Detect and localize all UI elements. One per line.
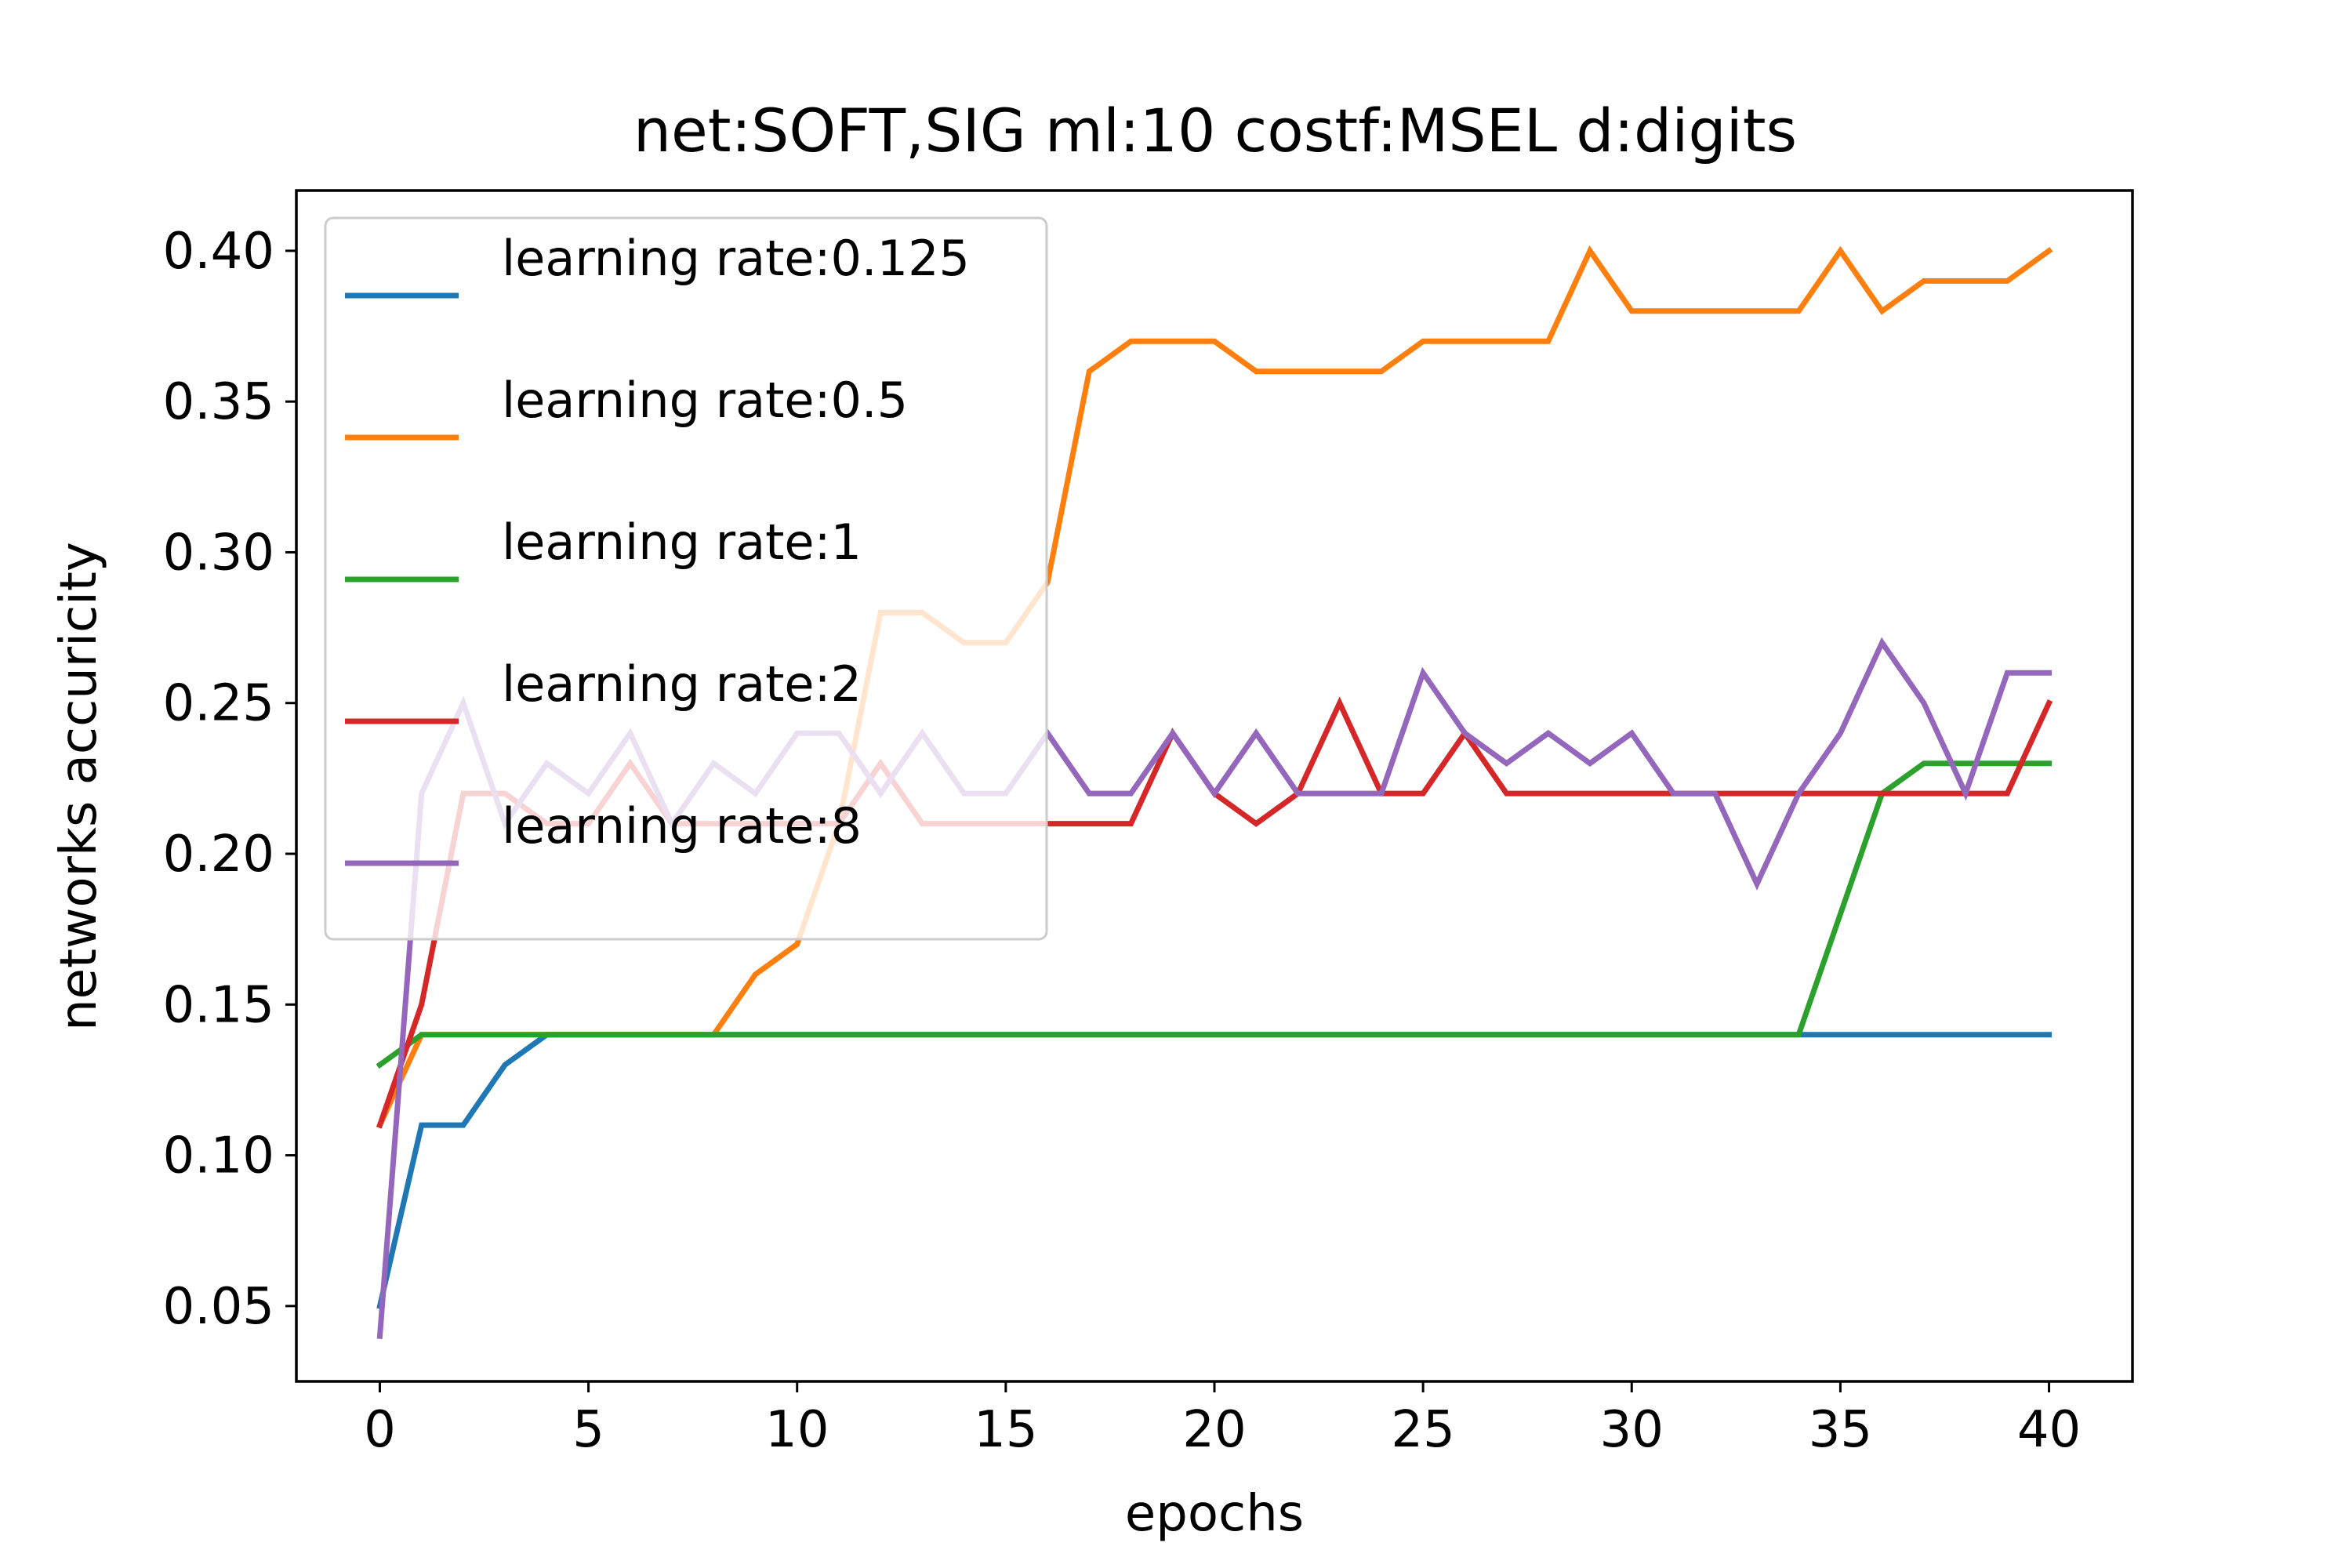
x-axis-ticks: 0 5 10 15 20 25 30 35 40: [364, 1381, 2081, 1459]
legend-items: learning rate:0.125 learning rate:0.5 lear…: [345, 230, 970, 866]
y-axis-label: networks accuricity: [50, 542, 108, 1031]
x-axis-label: epochs: [1125, 1485, 1304, 1543]
y-tick-label: 0.20: [163, 826, 275, 884]
legend-frame: [324, 216, 1048, 941]
series-line-3: [376, 760, 2052, 1069]
plot-frame: [295, 189, 2134, 1383]
legend-label: learning rate:1: [502, 514, 862, 571]
x-tick-label: 15: [974, 1401, 1037, 1459]
y-tick-label: 0.15: [163, 976, 275, 1034]
legend-label: learning rate:0.5: [502, 372, 908, 429]
x-tick-label: 30: [1600, 1401, 1664, 1459]
y-tick-label: 0.40: [163, 223, 275, 281]
chart-title: net:SOFT,SIG ml:10 costf:MSEL d:digits: [633, 96, 1797, 165]
x-tick-label: 40: [2017, 1401, 2081, 1459]
y-tick-label: 0.10: [163, 1127, 275, 1185]
x-tick-label: 10: [765, 1401, 829, 1459]
legend-label: learning rate:2: [502, 655, 862, 713]
legend-label: learning rate:0.125: [502, 230, 970, 287]
x-tick-label: 35: [1809, 1401, 1872, 1459]
y-tick-label: 0.05: [163, 1278, 275, 1336]
series-lines: [376, 245, 2053, 1340]
y-tick-label: 0.30: [163, 524, 275, 582]
y-tick-label: 0.35: [163, 373, 275, 431]
x-tick-label: 0: [364, 1401, 396, 1459]
legend-label: learning rate:8: [502, 797, 862, 855]
y-axis-ticks: 0.05 0.10 0.15 0.20 0.25 0.30 0.35 0.40: [163, 223, 296, 1336]
x-tick-label: 25: [1391, 1401, 1454, 1459]
legend: learning rate:0.125 learning rate:0.5 lear…: [324, 216, 1048, 941]
x-tick-label: 5: [572, 1401, 604, 1459]
x-tick-label: 20: [1182, 1401, 1246, 1459]
y-tick-label: 0.25: [163, 675, 275, 733]
